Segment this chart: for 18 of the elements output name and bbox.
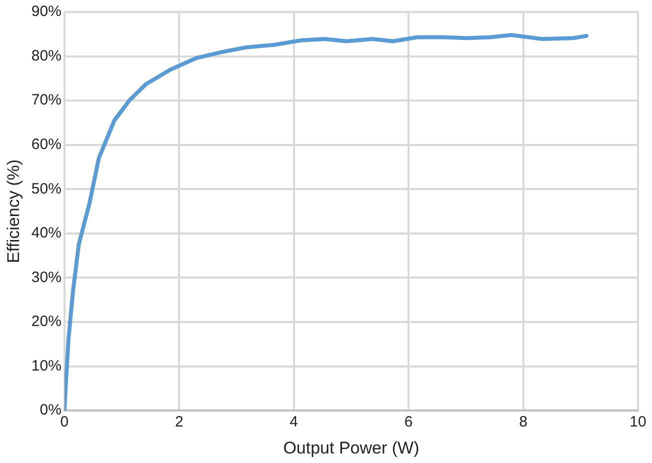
x-axis-title: Output Power (W) bbox=[283, 438, 420, 458]
y-tick-label: 20% bbox=[31, 313, 62, 330]
y-tick-label: 10% bbox=[31, 357, 62, 374]
y-tick-label: 0% bbox=[40, 402, 62, 419]
x-tick-label: 0 bbox=[60, 414, 69, 431]
y-tick-label: 50% bbox=[31, 180, 62, 198]
x-tick-label: 4 bbox=[290, 414, 298, 431]
y-tick-label: 30% bbox=[31, 268, 62, 286]
y-tick-label: 60% bbox=[31, 136, 62, 154]
y-axis-title: Efficiency (%) bbox=[4, 159, 23, 264]
x-tick-label: 6 bbox=[404, 414, 413, 431]
x-tick-label: 10 bbox=[630, 414, 646, 431]
y-tick-label: 80% bbox=[31, 47, 62, 64]
x-tick-label: 2 bbox=[174, 414, 184, 431]
y-tick-label: 70% bbox=[31, 92, 62, 109]
x-tick-label: 8 bbox=[519, 414, 528, 431]
y-tick-label: 40% bbox=[31, 224, 62, 242]
y-tick-label: 90% bbox=[31, 3, 62, 20]
